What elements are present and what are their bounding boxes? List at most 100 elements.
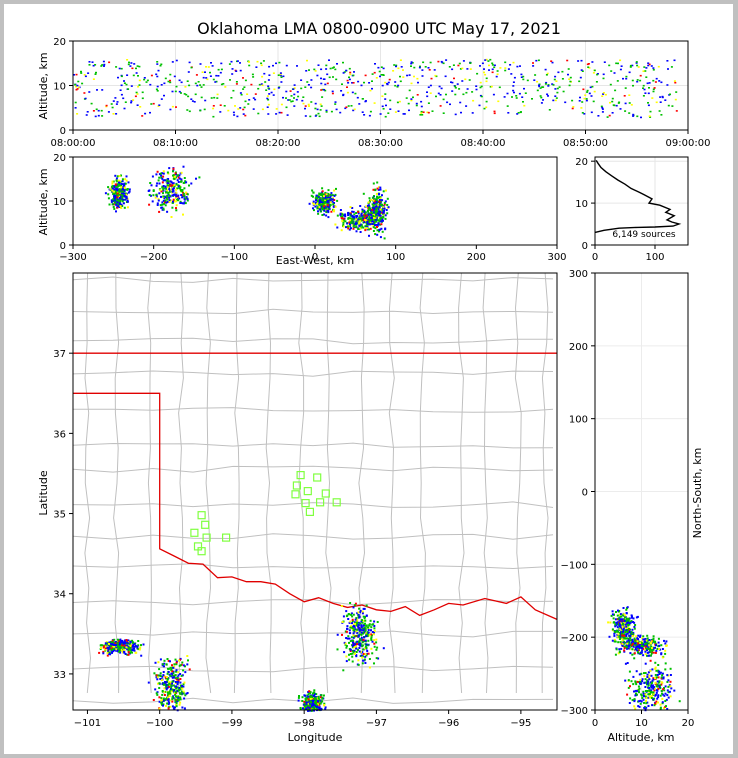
county-boundary <box>73 407 554 413</box>
source-mark <box>184 86 187 88</box>
source-mark <box>313 707 316 710</box>
source-mark <box>277 87 280 89</box>
source-mark <box>623 618 626 621</box>
source-mark <box>556 87 559 90</box>
source-mark <box>115 198 118 201</box>
source-mark <box>127 63 130 66</box>
source-mark <box>202 84 205 86</box>
source-mark <box>137 644 140 647</box>
source-mark <box>359 231 362 233</box>
source-mark <box>351 652 354 655</box>
source-mark <box>304 694 307 697</box>
source-mark <box>172 684 175 687</box>
source-mark <box>415 102 418 105</box>
source-mark <box>372 230 375 232</box>
source-mark <box>184 665 186 668</box>
source-mark <box>194 93 197 96</box>
source-mark <box>127 653 130 656</box>
source-mark <box>461 80 464 82</box>
source-mark <box>640 645 643 647</box>
source-mark <box>169 688 172 691</box>
source-mark <box>614 640 617 643</box>
source-mark <box>174 706 176 709</box>
source-mark <box>364 229 367 232</box>
source-mark <box>167 193 170 196</box>
source-mark <box>675 110 678 112</box>
source-mark <box>121 178 124 181</box>
source-mark <box>117 639 120 642</box>
source-mark <box>123 651 126 654</box>
source-mark <box>365 635 368 638</box>
source-mark <box>180 180 182 183</box>
source-mark <box>351 223 354 226</box>
source-mark <box>325 214 328 217</box>
source-mark <box>659 96 662 98</box>
source-mark <box>634 680 637 683</box>
source-mark <box>186 109 189 111</box>
northsouth-tick-label: 100 <box>569 415 588 426</box>
source-mark <box>182 194 185 197</box>
source-mark <box>411 62 414 64</box>
source-mark <box>657 676 660 679</box>
source-mark <box>324 706 327 709</box>
source-mark <box>374 188 377 191</box>
source-mark <box>164 77 167 80</box>
source-mark <box>336 226 339 229</box>
source-mark <box>640 116 642 119</box>
source-mark <box>358 222 361 225</box>
source-mark <box>190 182 193 185</box>
source-mark <box>352 651 355 654</box>
source-mark <box>156 691 159 694</box>
source-mark <box>379 186 382 189</box>
source-mark <box>175 183 178 186</box>
source-mark <box>370 639 373 641</box>
source-mark <box>301 700 304 702</box>
source-mark <box>317 200 319 203</box>
source-mark <box>639 642 642 644</box>
source-mark <box>655 691 658 694</box>
source-mark <box>84 75 87 78</box>
source-mark <box>289 90 292 92</box>
source-mark <box>169 683 172 686</box>
source-mark <box>170 185 173 188</box>
source-mark <box>358 103 361 105</box>
source-mark <box>163 662 166 665</box>
source-mark <box>162 683 165 686</box>
source-mark <box>285 97 287 99</box>
source-mark <box>365 614 368 617</box>
source-mark <box>300 79 303 81</box>
source-mark <box>637 651 639 654</box>
source-mark <box>670 687 673 690</box>
source-mark <box>364 74 367 77</box>
source-mark <box>652 692 655 695</box>
source-mark <box>166 181 169 184</box>
source-mark <box>178 187 181 190</box>
source-mark <box>475 88 478 91</box>
source-mark <box>413 66 416 69</box>
source-mark <box>162 188 165 191</box>
source-mark <box>183 707 186 710</box>
source-mark <box>388 78 391 81</box>
source-mark <box>355 230 358 233</box>
source-mark <box>216 97 219 99</box>
source-mark <box>163 687 166 690</box>
source-mark <box>124 182 127 185</box>
source-mark <box>293 105 296 107</box>
source-mark <box>403 113 406 115</box>
source-mark <box>497 100 500 103</box>
source-mark <box>353 646 356 649</box>
source-mark <box>164 690 167 693</box>
source-mark <box>291 100 294 102</box>
source-mark <box>272 64 274 67</box>
source-mark <box>176 680 179 683</box>
source-mark <box>652 79 655 82</box>
source-mark <box>319 702 322 705</box>
source-mark <box>262 60 265 62</box>
source-mark <box>109 653 112 656</box>
source-mark <box>347 635 350 638</box>
source-mark <box>374 212 377 215</box>
source-mark <box>178 177 181 180</box>
source-mark <box>353 649 356 652</box>
source-mark <box>171 206 174 209</box>
source-mark <box>484 59 487 61</box>
